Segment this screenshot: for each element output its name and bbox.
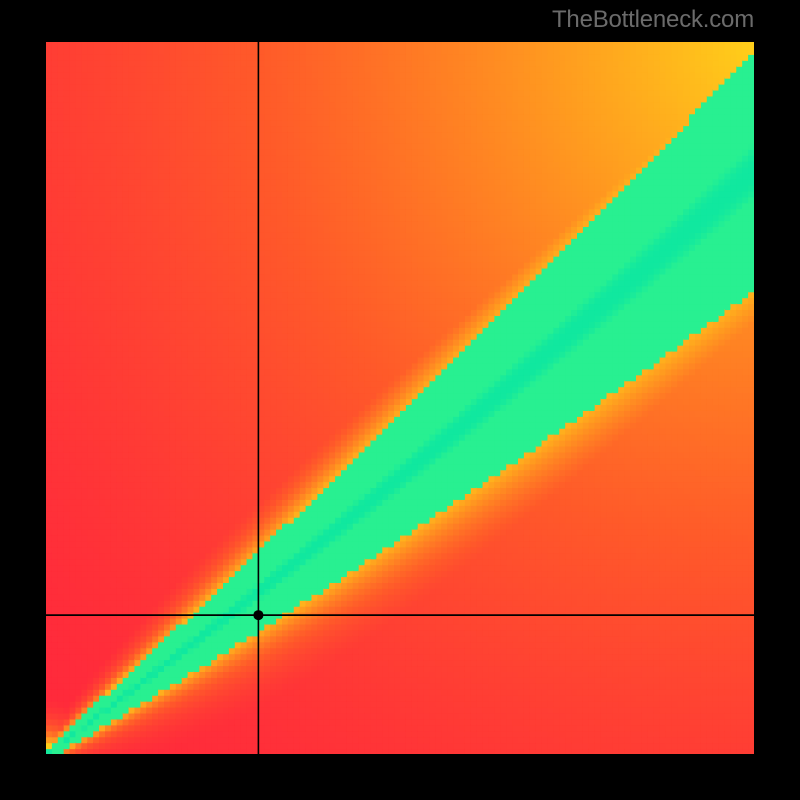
crosshair-overlay [46,42,754,754]
plot-area [46,42,754,754]
attribution-text: TheBottleneck.com [552,6,754,34]
heatmap-figure: { "attribution": "TheBottleneck.com", "f… [0,0,800,800]
